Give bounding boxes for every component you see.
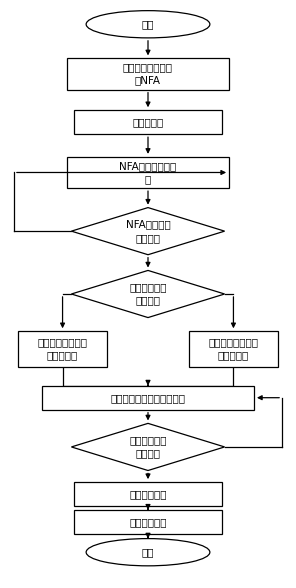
Bar [18, 331, 107, 367]
Text: 该状态是否为
终态节点: 该状态是否为 终态节点 [129, 435, 167, 459]
Text: 数据发生器: 数据发生器 [132, 117, 164, 127]
Text: 扫描活动状态集中下一状态: 扫描活动状态集中下一状态 [110, 393, 186, 403]
Bar [74, 110, 222, 134]
Polygon shape [71, 423, 225, 470]
Bar [189, 331, 278, 367]
Text: 按要求增加节点和
边更新状态: 按要求增加节点和 边更新状态 [208, 338, 258, 360]
Text: 结束: 结束 [142, 547, 154, 557]
Text: 按要求增加节点和
边更新状态: 按要求增加节点和 边更新状态 [38, 338, 88, 360]
Bar [67, 58, 229, 90]
Text: NFA状态是否
发生转移: NFA状态是否 发生转移 [126, 219, 170, 243]
Polygon shape [71, 208, 225, 255]
Bar [74, 482, 222, 506]
Text: 开始: 开始 [142, 19, 154, 29]
Bar [74, 510, 222, 534]
Text: NFA扫描输入数据
流: NFA扫描输入数据 流 [119, 161, 177, 184]
Bar [67, 157, 229, 188]
Bar [42, 386, 254, 410]
Text: 该状态是否为
终态初态: 该状态是否为 终态初态 [129, 282, 167, 306]
Text: 输出检测结果: 输出检测结果 [129, 517, 167, 527]
Polygon shape [71, 270, 225, 318]
Text: 结果系列构造: 结果系列构造 [129, 489, 167, 499]
Text: 根据检测模式创建
建NFA: 根据检测模式创建 建NFA [123, 62, 173, 86]
Ellipse shape [86, 539, 210, 566]
Ellipse shape [86, 11, 210, 38]
